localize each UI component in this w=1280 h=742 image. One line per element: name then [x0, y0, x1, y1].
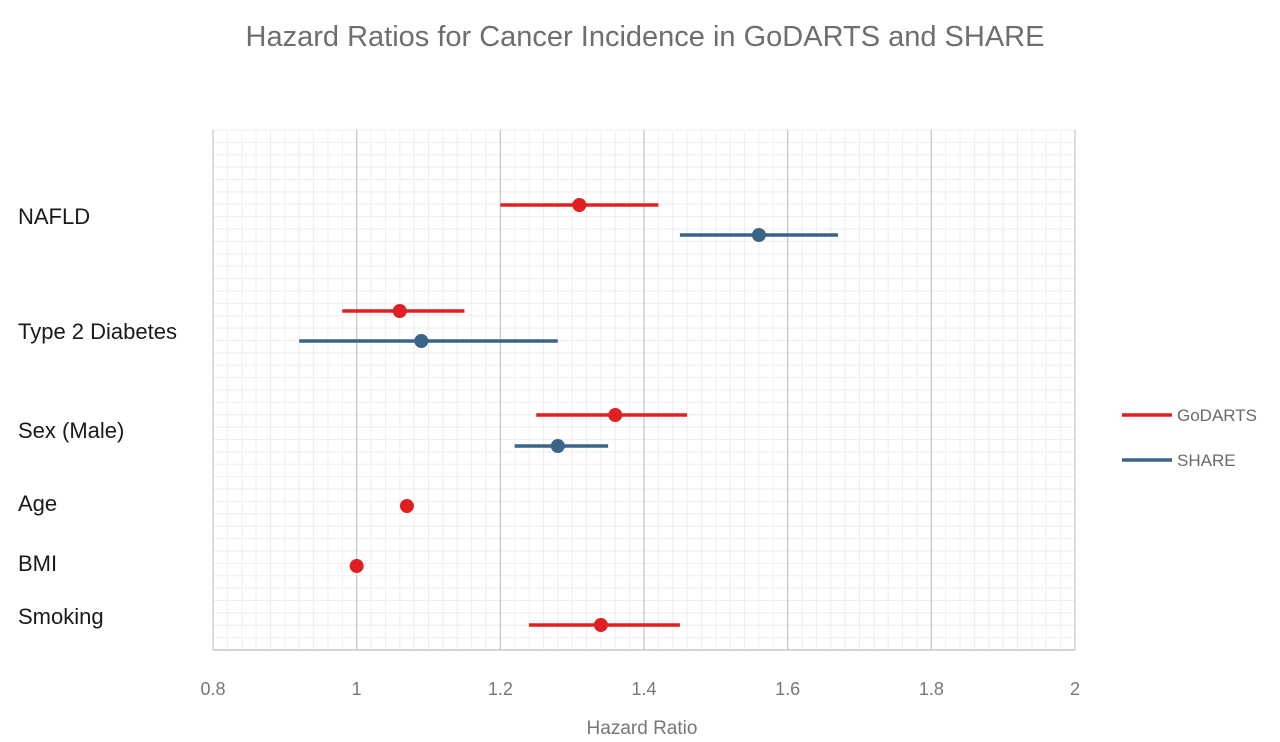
point-share: [751, 228, 766, 242]
point-share: [550, 439, 565, 453]
x-tick-label: 1.6: [775, 679, 800, 699]
point-godarts: [572, 198, 587, 212]
point-godarts: [399, 499, 414, 513]
x-tick-label: 1.8: [919, 679, 944, 699]
point-godarts: [608, 408, 623, 422]
x-tick-label: 0.8: [200, 679, 225, 699]
point-godarts: [349, 559, 364, 573]
legend-label: SHARE: [1177, 451, 1236, 470]
chart-title: Hazard Ratios for Cancer Incidence in Go…: [245, 21, 1045, 53]
x-tick-label: 1.2: [488, 679, 513, 699]
category-label: Type 2 Diabetes: [18, 319, 177, 344]
x-tick-label: 1.4: [631, 679, 656, 699]
point-godarts: [593, 618, 608, 632]
legend-label: GoDARTS: [1177, 406, 1257, 425]
category-label: Age: [18, 491, 57, 516]
category-label: BMI: [18, 551, 57, 576]
category-label: Sex (Male): [18, 418, 124, 443]
x-tick-label: 1: [352, 679, 362, 699]
point-godarts: [392, 304, 407, 318]
category-label: NAFLD: [18, 204, 90, 229]
x-tick-label: 2: [1070, 679, 1080, 699]
x-axis-title: Hazard Ratio: [587, 718, 698, 739]
point-share: [414, 334, 429, 348]
category-label: Smoking: [18, 604, 104, 629]
